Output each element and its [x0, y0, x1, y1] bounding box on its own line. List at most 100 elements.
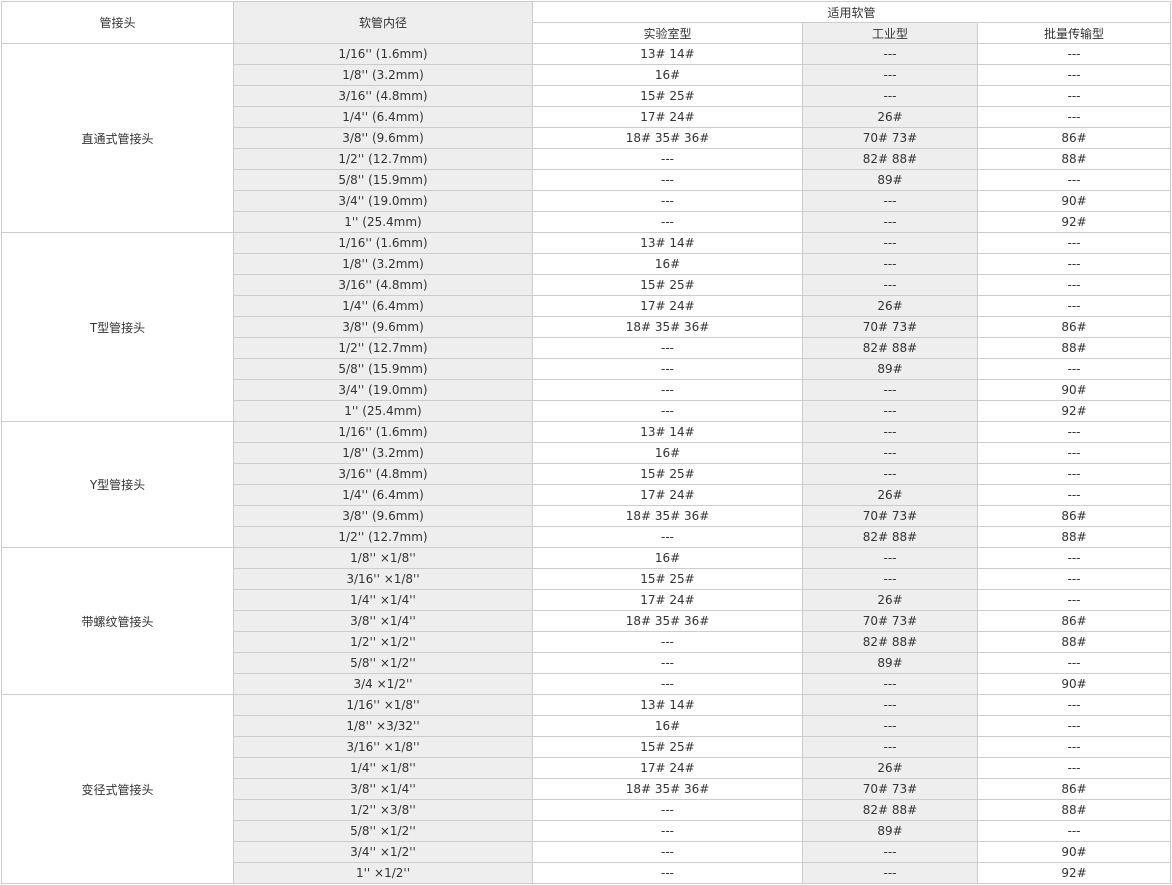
hose-id-cell: 3/16'' ×1/8''	[233, 736, 533, 758]
hose-id-cell: 3/8'' (9.6mm)	[233, 316, 533, 338]
lab-cell: 18# 35# 36#	[532, 127, 803, 149]
hose-id-cell: 1/4'' (6.4mm)	[233, 295, 533, 317]
industrial-cell: ---	[802, 715, 978, 737]
industrial-cell: ---	[802, 43, 978, 65]
industrial-cell: 26#	[802, 484, 978, 506]
hose-id-cell: 3/16'' (4.8mm)	[233, 85, 533, 107]
hose-id-cell: 1/16'' (1.6mm)	[233, 43, 533, 65]
bulk-cell: 86#	[976, 778, 1172, 800]
table-row: 1/2'' (12.7mm) --- 82# 88# 88#	[2, 526, 1172, 548]
bulk-cell: 86#	[976, 316, 1172, 338]
table-row: 3/4'' (19.0mm) --- --- 90#	[2, 190, 1172, 212]
table-row: 1'' ×1/2'' --- --- 92#	[2, 862, 1172, 884]
lab-cell: 16#	[532, 64, 803, 86]
bulk-cell: 88#	[976, 631, 1172, 653]
hose-id-cell: 3/8'' (9.6mm)	[233, 127, 533, 149]
lab-cell: ---	[532, 337, 803, 359]
table-row: 1/4'' ×1/4'' 17# 24# 26# ---	[2, 589, 1172, 611]
lab-cell: ---	[532, 400, 803, 422]
lab-cell: 13# 14#	[532, 43, 803, 65]
industrial-cell: ---	[802, 547, 978, 569]
fitting-type-cell: 直通式管接头	[1, 43, 234, 233]
hose-id-cell: 3/8'' ×1/4''	[233, 778, 533, 800]
industrial-cell: 89#	[802, 169, 978, 191]
industrial-cell: 82# 88#	[802, 526, 978, 548]
bulk-cell: ---	[976, 358, 1172, 380]
bulk-cell: ---	[976, 463, 1172, 485]
industrial-cell: ---	[802, 379, 978, 401]
lab-cell: 17# 24#	[532, 589, 803, 611]
hose-id-cell: 1'' (25.4mm)	[233, 211, 533, 233]
lab-cell: 16#	[532, 253, 803, 275]
lab-cell: ---	[532, 841, 803, 863]
table-row: 3/16'' (4.8mm) 15# 25# --- ---	[2, 274, 1172, 296]
header-applicable-hose: 适用软管	[531, 1, 1172, 23]
bulk-cell: ---	[976, 106, 1172, 128]
bulk-cell: 88#	[976, 799, 1172, 821]
lab-cell: 15# 25#	[532, 85, 803, 107]
industrial-cell: ---	[802, 736, 978, 758]
hose-id-cell: 3/4 ×1/2''	[233, 673, 533, 695]
table-row: 3/4'' ×1/2'' --- --- 90#	[2, 841, 1172, 863]
hose-id-cell: 1/4'' ×1/4''	[233, 589, 533, 611]
hose-id-cell: 3/16'' ×1/8''	[233, 568, 533, 590]
bulk-cell: 86#	[976, 610, 1172, 632]
lab-cell: 17# 24#	[532, 757, 803, 779]
bulk-cell: ---	[976, 757, 1172, 779]
table-row: 变径式管接头 1/16'' ×1/8'' 13# 14# --- ---	[1, 694, 1172, 884]
table-row: T型管接头 1/16'' (1.6mm) 13# 14# --- ---	[1, 232, 1172, 422]
table-row: 1/2'' (12.7mm) --- 82# 88# 88#	[2, 148, 1172, 170]
hose-id-cell: 5/8'' (15.9mm)	[233, 169, 533, 191]
bulk-cell: 92#	[976, 211, 1172, 233]
industrial-cell: ---	[802, 232, 978, 254]
lab-cell: 17# 24#	[532, 295, 803, 317]
lab-cell: 17# 24#	[532, 484, 803, 506]
lab-cell: ---	[532, 358, 803, 380]
table-row: 1/4'' (6.4mm) 17# 24# 26# ---	[2, 484, 1172, 506]
lab-cell: ---	[532, 673, 803, 695]
lab-cell: ---	[532, 526, 803, 548]
industrial-cell: 26#	[802, 106, 978, 128]
hose-id-cell: 3/8'' (9.6mm)	[233, 505, 533, 527]
industrial-cell: ---	[802, 253, 978, 275]
industrial-cell: ---	[802, 841, 978, 863]
industrial-cell: 89#	[802, 652, 978, 674]
table-row: 1'' (25.4mm) --- --- 92#	[2, 400, 1172, 422]
bulk-cell: ---	[976, 169, 1172, 191]
lab-cell: ---	[532, 652, 803, 674]
fitting-type-cell: Y型管接头	[1, 421, 234, 548]
industrial-cell: 82# 88#	[802, 799, 978, 821]
industrial-cell: 82# 88#	[802, 148, 978, 170]
industrial-cell: 89#	[802, 820, 978, 842]
lab-cell: 18# 35# 36#	[532, 316, 803, 338]
hose-id-cell: 1/8'' ×3/32''	[233, 715, 533, 737]
industrial-cell: 89#	[802, 358, 978, 380]
bulk-cell: ---	[976, 820, 1172, 842]
table-row: 3/16'' ×1/8'' 15# 25# --- ---	[2, 736, 1172, 758]
table-row: 1/2'' ×3/8'' --- 82# 88# 88#	[2, 799, 1172, 821]
lab-cell: 16#	[532, 715, 803, 737]
industrial-cell: ---	[802, 694, 978, 716]
hose-id-cell: 1'' ×1/2''	[233, 862, 533, 884]
header-lab: 实验室型	[532, 22, 803, 44]
bulk-cell: ---	[976, 253, 1172, 275]
table-row: 3/8'' ×1/4'' 18# 35# 36# 70# 73# 86#	[2, 778, 1172, 800]
bulk-cell: 88#	[976, 526, 1172, 548]
lab-cell: 15# 25#	[532, 568, 803, 590]
bulk-cell: 86#	[976, 127, 1172, 149]
industrial-cell: ---	[802, 442, 978, 464]
hose-id-cell: 3/16'' (4.8mm)	[233, 463, 533, 485]
table-row: 5/8'' ×1/2'' --- 89# ---	[2, 652, 1172, 674]
industrial-cell: 82# 88#	[802, 631, 978, 653]
hose-id-cell: 3/4'' ×1/2''	[233, 841, 533, 863]
bulk-cell: 90#	[976, 673, 1172, 695]
bulk-cell: 90#	[976, 841, 1172, 863]
lab-cell: 18# 35# 36#	[532, 778, 803, 800]
bulk-cell: 92#	[976, 400, 1172, 422]
hose-id-cell: 1/4'' ×1/8''	[233, 757, 533, 779]
bulk-cell: ---	[976, 295, 1172, 317]
bulk-cell: ---	[976, 442, 1172, 464]
table-row: 3/8'' (9.6mm) 18# 35# 36# 70# 73# 86#	[2, 316, 1172, 338]
hose-id-cell: 1'' (25.4mm)	[233, 400, 533, 422]
bulk-cell: ---	[976, 547, 1172, 569]
